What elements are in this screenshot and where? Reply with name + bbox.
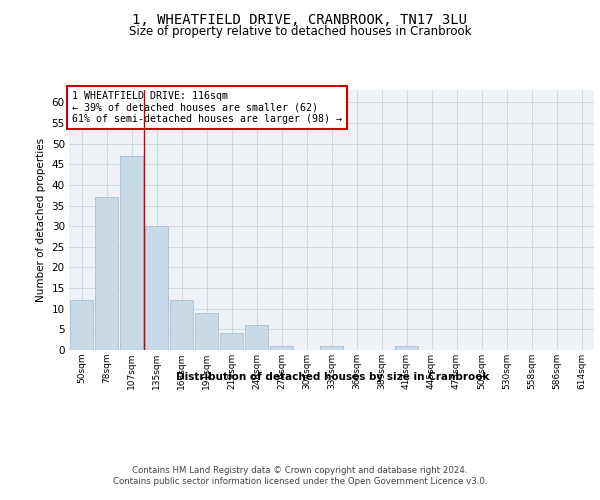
Bar (95, 198, 118, 350)
Bar (395, 346, 418, 350)
Bar (194, 313, 218, 350)
Text: Distribution of detached houses by size in Cranbrook: Distribution of detached houses by size … (176, 372, 490, 382)
Bar (269, 346, 293, 350)
Bar (245, 325, 268, 350)
Text: Contains public sector information licensed under the Open Government Licence v3: Contains public sector information licen… (113, 478, 487, 486)
Text: Size of property relative to detached houses in Cranbrook: Size of property relative to detached ho… (129, 25, 471, 38)
Bar (320, 346, 343, 350)
Text: 1 WHEATFIELD DRIVE: 116sqm
← 39% of detached houses are smaller (62)
61% of semi: 1 WHEATFIELD DRIVE: 116sqm ← 39% of deta… (71, 92, 341, 124)
Text: Contains HM Land Registry data © Crown copyright and database right 2024.: Contains HM Land Registry data © Crown c… (132, 466, 468, 475)
Bar (170, 300, 193, 350)
Y-axis label: Number of detached properties: Number of detached properties (36, 138, 46, 302)
Bar (145, 226, 169, 350)
Bar (119, 156, 143, 350)
Text: 1, WHEATFIELD DRIVE, CRANBROOK, TN17 3LU: 1, WHEATFIELD DRIVE, CRANBROOK, TN17 3LU (133, 12, 467, 26)
Bar (220, 334, 244, 350)
Bar (70, 300, 94, 350)
